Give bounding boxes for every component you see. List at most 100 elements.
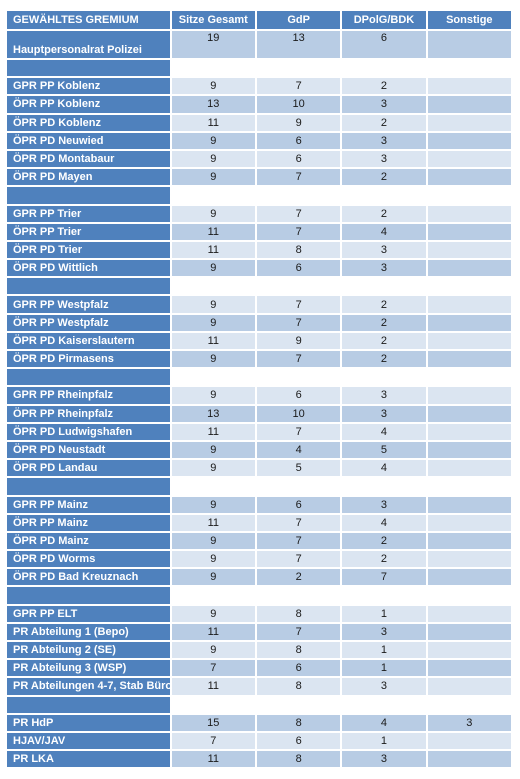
table-row: ÖPR PD Worms 9 7 2 — [7, 551, 511, 568]
sonstige-cell — [427, 114, 511, 131]
gremium-name: ÖPR PP Koblenz — [7, 96, 170, 113]
separator-cell — [171, 587, 255, 604]
gremium-name: ÖPR PD Koblenz — [7, 114, 170, 131]
separator-cell — [171, 60, 255, 77]
table-row: ÖPR PD Neustadt 9 4 5 — [7, 441, 511, 459]
dpolg-bdk-cell: 2 — [342, 532, 426, 550]
gremium-name: ÖPR PD Trier — [7, 241, 170, 259]
table-row: ÖPR PD Bad Kreuznach 9 2 7 — [7, 569, 511, 586]
sitze-gesamt-cell: 11 — [171, 114, 255, 131]
sonstige-cell — [427, 96, 511, 113]
separator-cell — [171, 696, 255, 713]
header-sonstige: Sonstige — [427, 11, 511, 29]
sonstige-cell — [427, 31, 511, 58]
sitze-gesamt-cell: 9 — [171, 314, 255, 331]
table-row: ÖPR PD Montabaur 9 6 3 — [7, 150, 511, 168]
sitze-gesamt-cell: 19 — [171, 31, 255, 58]
table-row: ÖPR PD Ludwigshafen 11 7 4 — [7, 423, 511, 440]
gremium-name: PR LKA — [7, 751, 170, 768]
gremium-name: ÖPR PD Neuwied — [7, 132, 170, 149]
separator-row — [7, 478, 511, 495]
table-row: PR Abteilung 2 (SE) 9 8 1 — [7, 642, 511, 659]
sonstige-cell — [427, 732, 511, 750]
sitze-gesamt-cell: 9 — [171, 532, 255, 550]
separator-row — [7, 60, 511, 77]
gdp-cell: 8 — [256, 714, 341, 731]
dpolg-bdk-cell: 4 — [342, 714, 426, 731]
sonstige-cell — [427, 642, 511, 659]
separator-cell — [256, 478, 341, 495]
sonstige-cell — [427, 532, 511, 550]
sonstige-cell — [427, 605, 511, 622]
gremium-name: PR HdP — [7, 714, 170, 731]
sonstige-cell — [427, 460, 511, 477]
sitze-gesamt-cell: 9 — [171, 351, 255, 368]
gremium-name: ÖPR PD Kaiserslautern — [7, 332, 170, 349]
gdp-cell: 10 — [256, 405, 341, 422]
sitze-gesamt-cell: 11 — [171, 223, 255, 240]
table-row: ÖPR PD Landau 9 5 4 — [7, 460, 511, 477]
header-sitze-gesamt: Sitze Gesamt — [171, 11, 255, 29]
sitze-gesamt-cell: 11 — [171, 423, 255, 440]
gremium-name: PR Abteilungen 4-7, Stab Büro — [7, 678, 170, 695]
gremium-name: GPR PP Rheinpfalz — [7, 387, 170, 404]
separator-row — [7, 187, 511, 204]
gdp-cell: 7 — [256, 623, 341, 640]
gremium-name: ÖPR PD Montabaur — [7, 150, 170, 168]
sonstige-cell — [427, 150, 511, 168]
table-row: GPR PP Trier 9 7 2 — [7, 205, 511, 222]
separator-cell — [256, 696, 341, 713]
separator-cell — [342, 278, 426, 295]
table-row: PR HdP 15 8 4 3 — [7, 714, 511, 731]
sitze-gesamt-cell: 9 — [171, 296, 255, 313]
gremium-name: ÖPR PD Worms — [7, 551, 170, 568]
sonstige-cell — [427, 405, 511, 422]
gdp-cell: 7 — [256, 296, 341, 313]
gremium-name: PR Abteilung 1 (Bepo) — [7, 623, 170, 640]
header-gremium: GEWÄHLTES GREMIUM — [7, 11, 170, 29]
gremium-name: ÖPR PP Trier — [7, 223, 170, 240]
sonstige-cell — [427, 423, 511, 440]
dpolg-bdk-cell: 3 — [342, 405, 426, 422]
gdp-cell: 7 — [256, 351, 341, 368]
sonstige-cell — [427, 660, 511, 677]
gremium-name: ÖPR PD Mainz — [7, 532, 170, 550]
gdp-cell: 9 — [256, 114, 341, 131]
gdp-cell: 7 — [256, 78, 341, 95]
sonstige-cell — [427, 514, 511, 531]
dpolg-bdk-cell: 3 — [342, 496, 426, 513]
gdp-cell: 13 — [256, 31, 341, 58]
dpolg-bdk-cell: 2 — [342, 332, 426, 349]
gdp-cell: 7 — [256, 551, 341, 568]
gremium-name: ÖPR PD Wittlich — [7, 260, 170, 277]
sonstige-cell: 3 — [427, 714, 511, 731]
separator-cell — [256, 187, 341, 204]
table-row: ÖPR PD Koblenz 11 9 2 — [7, 114, 511, 131]
dpolg-bdk-cell: 2 — [342, 351, 426, 368]
sitze-gesamt-cell: 11 — [171, 751, 255, 768]
gdp-cell: 7 — [256, 205, 341, 222]
gdp-cell: 6 — [256, 496, 341, 513]
gremium-name: GPR PP Mainz — [7, 496, 170, 513]
separator-cell — [7, 187, 170, 204]
sitze-gesamt-cell: 9 — [171, 169, 255, 186]
table-row: ÖPR PD Pirmasens 9 7 2 — [7, 351, 511, 368]
gdp-cell: 7 — [256, 514, 341, 531]
table-row: GPR PP ELT 9 8 1 — [7, 605, 511, 622]
table-row: HJAV/JAV 7 6 1 — [7, 732, 511, 750]
table-row: GPR PP Koblenz 9 7 2 — [7, 78, 511, 95]
table-row: ÖPR PD Neuwied 9 6 3 — [7, 132, 511, 149]
separator-cell — [427, 369, 511, 386]
separator-cell — [342, 369, 426, 386]
header-dpolg-bdk: DPolG/BDK — [342, 11, 426, 29]
election-results-table: GEWÄHLTES GREMIUM Sitze Gesamt GdP DPolG… — [5, 9, 513, 769]
gdp-cell: 7 — [256, 423, 341, 440]
dpolg-bdk-cell: 4 — [342, 460, 426, 477]
sonstige-cell — [427, 351, 511, 368]
sitze-gesamt-cell: 9 — [171, 205, 255, 222]
sonstige-cell — [427, 78, 511, 95]
separator-row — [7, 369, 511, 386]
dpolg-bdk-cell: 1 — [342, 605, 426, 622]
gdp-cell: 7 — [256, 223, 341, 240]
sonstige-cell — [427, 260, 511, 277]
